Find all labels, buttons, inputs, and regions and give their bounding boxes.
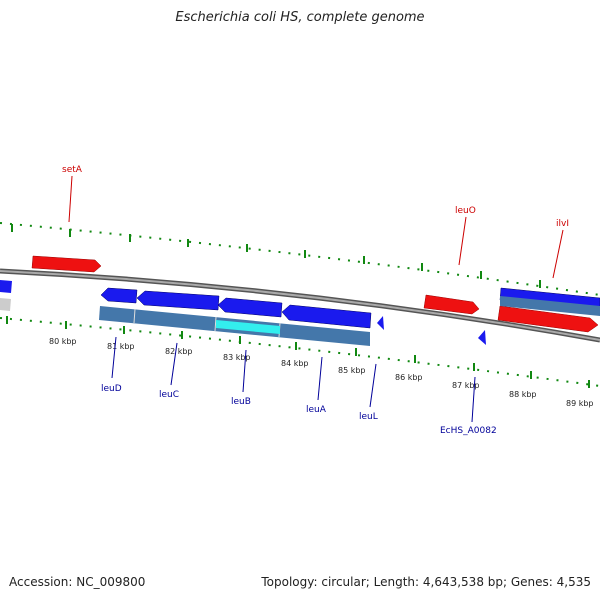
label-leaders bbox=[68, 175, 564, 423]
scale-label: 81 kbp bbox=[107, 342, 135, 351]
genome-summary-text: Topology: circular; Length: 4,643,538 bp… bbox=[261, 575, 591, 589]
reverse-gene-leuC bbox=[136, 290, 220, 311]
scale-label: 84 kbp bbox=[281, 359, 309, 368]
accession-text: Accession: NC_009800 bbox=[9, 575, 146, 589]
reverse-gene-leuB bbox=[217, 297, 283, 318]
forward-gene-ilvI bbox=[497, 305, 599, 333]
forward-gene-setA bbox=[31, 255, 102, 273]
scale-label: 80 kbp bbox=[49, 337, 77, 346]
reverse-gene-left-edge bbox=[0, 280, 12, 311]
forward-gene-leuO bbox=[423, 294, 480, 315]
gene-label-leuB: leuB bbox=[231, 397, 251, 407]
reverse-gene-leuL bbox=[377, 316, 384, 330]
lower-tick-track bbox=[0, 317, 600, 387]
lower-major-ticks bbox=[6, 316, 590, 388]
scale-label: 86 kbp bbox=[395, 373, 423, 382]
scale-label: 88 kbp bbox=[509, 390, 537, 399]
gene-label-leuO: leuO bbox=[455, 206, 476, 216]
highlight-region bbox=[216, 320, 280, 334]
scale-label: 85 kbp bbox=[338, 366, 366, 375]
reverse-gene-leuA bbox=[281, 304, 372, 329]
scale-labels: 80 kbp 81 kbp 82 kbp 83 kbp 84 kbp 85 kb… bbox=[49, 337, 594, 408]
gene-label-ilvI: ilvI bbox=[556, 219, 569, 229]
genome-backbone bbox=[0, 268, 600, 343]
gene-label-setA: setA bbox=[62, 165, 83, 175]
scale-label: 82 kbp bbox=[165, 347, 193, 356]
reverse-gene-leuD bbox=[100, 287, 138, 304]
gene-label-leuD: leuD bbox=[101, 384, 122, 394]
gene-label-leuA: leuA bbox=[306, 405, 327, 415]
upper-tick-track bbox=[0, 222, 600, 296]
scale-label: 83 kbp bbox=[223, 353, 251, 362]
gene-label-leuC: leuC bbox=[159, 390, 179, 400]
scale-label: 87 kbp bbox=[452, 381, 480, 390]
gene-labels: setA leuO ilvI leuD leuC leuB leuA leuL … bbox=[62, 165, 569, 436]
gene-label-EcHS_A0082: EcHS_A0082 bbox=[440, 426, 497, 436]
reverse-gene-EcHS_A0082 bbox=[478, 330, 486, 345]
scale-label: 89 kbp bbox=[566, 399, 594, 408]
upper-major-ticks bbox=[11, 224, 541, 288]
map-title: Escherichia coli HS, complete genome bbox=[175, 10, 425, 25]
gene-label-leuL: leuL bbox=[359, 412, 378, 422]
